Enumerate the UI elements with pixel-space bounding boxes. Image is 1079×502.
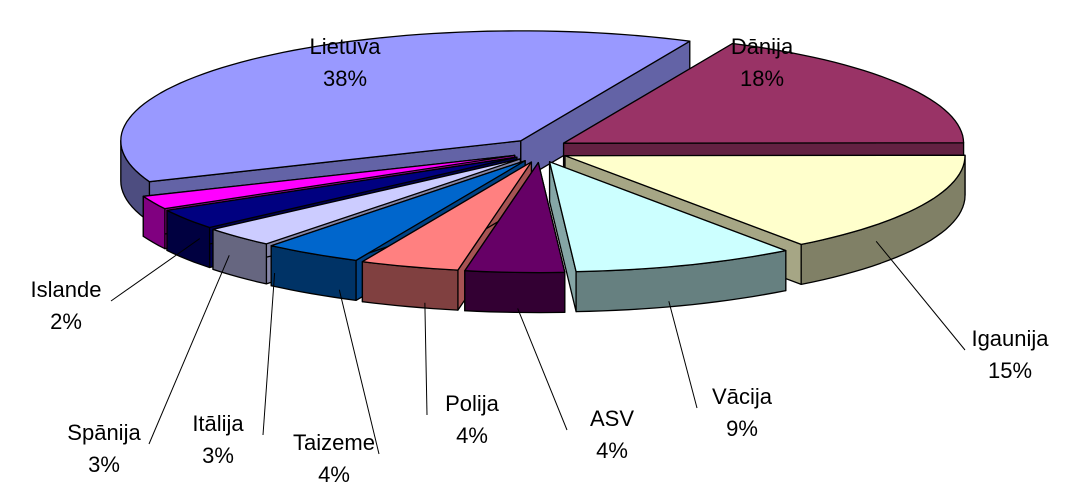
leader-line <box>110 238 201 302</box>
slice-label: ASV <box>590 406 634 431</box>
slice-label: Dānija <box>731 34 794 59</box>
slice-value-label: 4% <box>318 462 350 487</box>
slice <box>120 30 691 183</box>
slice-label: Vācija <box>712 384 773 409</box>
leader-line <box>875 240 966 351</box>
slice-value-label: 38% <box>323 66 367 91</box>
leader-line <box>517 308 568 431</box>
slice-value-label: 2% <box>50 309 82 334</box>
leader-line <box>424 302 428 416</box>
slice-value-label: 4% <box>456 423 488 448</box>
slice <box>361 161 533 271</box>
slice-label: Spānija <box>67 420 141 445</box>
leader-line <box>262 272 276 436</box>
slice-value-label: 15% <box>988 358 1032 383</box>
slice-label: Igaunija <box>971 326 1049 351</box>
slice-label: Islande <box>31 277 102 302</box>
slice <box>270 160 526 262</box>
slice-value-label: 4% <box>596 438 628 463</box>
slice-label: Itālija <box>192 411 244 436</box>
slice <box>564 154 966 246</box>
slice-label: Lietuva <box>310 34 382 59</box>
slice-wall <box>464 270 566 314</box>
slice-label: Polija <box>445 391 500 416</box>
slice <box>166 156 518 229</box>
slice <box>562 42 965 144</box>
slice <box>142 154 516 210</box>
leader-line <box>148 255 230 445</box>
leader-line <box>668 301 698 409</box>
slice <box>212 158 521 245</box>
slice-value-label: 18% <box>740 66 784 91</box>
leader-line <box>338 289 380 455</box>
slice-value-label: 3% <box>202 443 234 468</box>
slice-value-label: 9% <box>726 416 758 441</box>
slice <box>464 161 566 274</box>
slice-label: Taizeme <box>293 430 375 455</box>
slice <box>548 161 787 273</box>
slice-value-label: 3% <box>88 452 120 477</box>
